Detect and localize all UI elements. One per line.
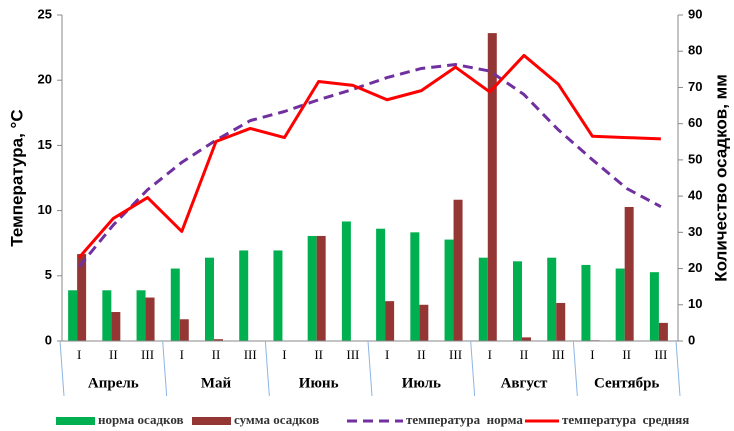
group-label: Июнь <box>299 375 339 391</box>
group-label: Май <box>201 375 232 391</box>
x-tick-label: I <box>282 347 286 362</box>
x-tick-label: I <box>180 347 184 362</box>
x-tick-label: II <box>314 347 323 362</box>
legend-swatch <box>56 417 95 425</box>
x-tick-label: II <box>212 347 221 362</box>
bar <box>478 257 488 341</box>
y2-tick-label: 40 <box>688 188 702 203</box>
y-tick-label: 25 <box>38 6 52 21</box>
bar <box>658 322 668 341</box>
bar <box>205 257 214 341</box>
x-tick-label: I <box>590 347 594 362</box>
line <box>77 63 662 268</box>
y2-tick-label: 80 <box>688 43 702 58</box>
bar <box>214 339 223 341</box>
bar <box>487 33 497 341</box>
bar <box>419 304 429 341</box>
y-tick-label: 20 <box>38 72 52 87</box>
group-separator <box>59 340 65 397</box>
bar <box>136 290 146 341</box>
bar <box>556 302 566 341</box>
x-tick-label: II <box>109 347 118 362</box>
group-separator <box>367 340 373 397</box>
y-tick-label: 0 <box>45 332 52 347</box>
y2-tick-label: 30 <box>688 224 702 239</box>
x-tick-label: III <box>346 347 359 362</box>
bar <box>615 268 625 341</box>
x-tick-label: I <box>77 347 81 362</box>
y2-tick-label: 70 <box>688 79 702 94</box>
x-tick-label: I <box>488 347 492 362</box>
bar <box>513 261 522 341</box>
bar <box>102 290 112 341</box>
bar <box>179 319 189 341</box>
bar <box>239 250 249 341</box>
bar <box>273 250 283 341</box>
y2-tick-label: 20 <box>688 260 702 275</box>
group-separator <box>264 340 270 397</box>
group-separator <box>572 340 578 397</box>
x-tick-label: III <box>141 347 154 362</box>
y2-tick-label: 90 <box>688 6 702 21</box>
bar <box>453 199 463 341</box>
y2-tick-label: 50 <box>688 151 702 166</box>
bar <box>385 301 395 341</box>
y-tick-label: 15 <box>38 137 52 152</box>
legend-label: сумма осадков <box>234 412 319 427</box>
x-tick-label: II <box>417 347 426 362</box>
bar <box>444 239 454 341</box>
group-separator <box>675 340 681 397</box>
bar <box>376 228 386 341</box>
group-label: Сентябрь <box>594 375 659 391</box>
bar <box>111 312 121 341</box>
x-tick-label: III <box>552 347 565 362</box>
y2-tick-label: 0 <box>688 332 695 347</box>
y2-tick-label: 10 <box>688 296 702 311</box>
x-tick-label: III <box>449 347 462 362</box>
group-label: Июль <box>402 375 441 391</box>
bar <box>316 235 326 341</box>
bar <box>649 272 659 341</box>
bar <box>581 264 591 341</box>
bar <box>307 235 317 341</box>
group-separator <box>162 340 168 397</box>
group-label: Апрель <box>88 375 139 391</box>
y2-tick-label: 60 <box>688 115 702 130</box>
bar <box>547 257 557 341</box>
group-label: Август <box>501 375 548 391</box>
bar <box>522 337 531 341</box>
x-tick-label: III <box>244 347 257 362</box>
bar <box>145 297 155 341</box>
bar <box>341 221 351 341</box>
x-tick-label: II <box>520 347 529 362</box>
legend-swatch <box>192 417 231 425</box>
bar <box>77 254 87 341</box>
group-separator <box>470 340 476 397</box>
y-tick-label: 5 <box>45 267 52 282</box>
y2-axis-title: Количество осадков, мм <box>711 74 730 282</box>
bar <box>624 206 634 341</box>
bar <box>410 232 420 341</box>
bar <box>170 268 180 341</box>
bar <box>68 290 78 341</box>
y-axis-title: Температура, °C <box>7 109 26 246</box>
x-tick-label: I <box>385 347 389 362</box>
y-tick-label: 10 <box>38 202 52 217</box>
legend-label: норма осадков <box>98 412 184 427</box>
x-tick-label: III <box>654 347 667 362</box>
x-tick-label: II <box>622 347 631 362</box>
line <box>77 53 661 259</box>
legend-label: температура средняя <box>562 412 689 427</box>
legend-label: температура норма <box>406 412 523 427</box>
